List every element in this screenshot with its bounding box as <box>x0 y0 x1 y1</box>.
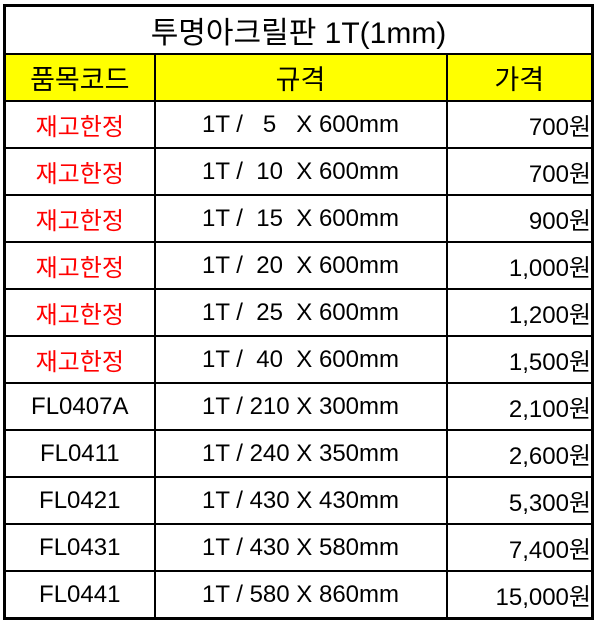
product-price-table: 투명아크릴판 1T(1mm) 품목코드 규격 가격 재고한정 1T / 5 X … <box>3 4 594 620</box>
col-header-item-code: 품목코드 <box>3 53 156 102</box>
spec-cell: 1T / 40 X 600mm <box>153 335 448 384</box>
item-code-cell: 재고한정 <box>3 335 156 384</box>
table-row: 재고한정 1T / 20 X 600mm 1,000원 <box>3 241 594 290</box>
price-cell: 2,100원 <box>445 382 594 431</box>
product-price-sheet: 투명아크릴판 1T(1mm) 품목코드 규격 가격 재고한정 1T / 5 X … <box>3 4 594 620</box>
spec-cell: 1T / 430 X 580mm <box>153 523 448 572</box>
price-cell: 2,600원 <box>445 429 594 478</box>
spec-cell: 1T / 5 X 600mm <box>153 100 448 149</box>
item-code-cell: FL0431 <box>3 523 156 572</box>
spec-cell: 1T / 10 X 600mm <box>153 147 448 196</box>
table-row: FL0431 1T / 430 X 580mm 7,400원 <box>3 523 594 572</box>
table-row: FL0407A 1T / 210 X 300mm 2,100원 <box>3 382 594 431</box>
price-cell: 1,000원 <box>445 241 594 290</box>
price-cell: 700원 <box>445 147 594 196</box>
price-cell: 15,000원 <box>445 570 594 620</box>
spec-cell: 1T / 580 X 860mm <box>153 570 448 620</box>
price-cell: 900원 <box>445 194 594 243</box>
item-code-cell: FL0421 <box>3 476 156 525</box>
table-row: 재고한정 1T / 10 X 600mm 700원 <box>3 147 594 196</box>
page-title: 투명아크릴판 1T(1mm) <box>3 4 594 55</box>
price-cell: 7,400원 <box>445 523 594 572</box>
col-header-spec: 규격 <box>153 53 448 102</box>
table-row: FL0411 1T / 240 X 350mm 2,600원 <box>3 429 594 478</box>
table-row: 재고한정 1T / 25 X 600mm 1,200원 <box>3 288 594 337</box>
item-code-cell: 재고한정 <box>3 147 156 196</box>
table-row: FL0441 1T / 580 X 860mm 15,000원 <box>3 570 594 620</box>
price-cell: 700원 <box>445 100 594 149</box>
table-row: 재고한정 1T / 40 X 600mm 1,500원 <box>3 335 594 384</box>
spec-cell: 1T / 240 X 350mm <box>153 429 448 478</box>
item-code-cell: 재고한정 <box>3 100 156 149</box>
item-code-cell: 재고한정 <box>3 241 156 290</box>
spec-cell: 1T / 25 X 600mm <box>153 288 448 337</box>
spec-cell: 1T / 15 X 600mm <box>153 194 448 243</box>
col-header-price: 가격 <box>445 53 594 102</box>
title-row: 투명아크릴판 1T(1mm) <box>3 4 594 55</box>
item-code-cell: FL0407A <box>3 382 156 431</box>
spec-cell: 1T / 430 X 430mm <box>153 476 448 525</box>
price-cell: 5,300원 <box>445 476 594 525</box>
table-row: 재고한정 1T / 15 X 600mm 900원 <box>3 194 594 243</box>
item-code-cell: FL0411 <box>3 429 156 478</box>
table-row: 재고한정 1T / 5 X 600mm 700원 <box>3 100 594 149</box>
item-code-cell: 재고한정 <box>3 194 156 243</box>
table-row: FL0421 1T / 430 X 430mm 5,300원 <box>3 476 594 525</box>
spec-cell: 1T / 210 X 300mm <box>153 382 448 431</box>
item-code-cell: 재고한정 <box>3 288 156 337</box>
column-header-row: 품목코드 규격 가격 <box>3 53 594 102</box>
item-code-cell: FL0441 <box>3 570 156 620</box>
price-cell: 1,500원 <box>445 335 594 384</box>
price-cell: 1,200원 <box>445 288 594 337</box>
spec-cell: 1T / 20 X 600mm <box>153 241 448 290</box>
